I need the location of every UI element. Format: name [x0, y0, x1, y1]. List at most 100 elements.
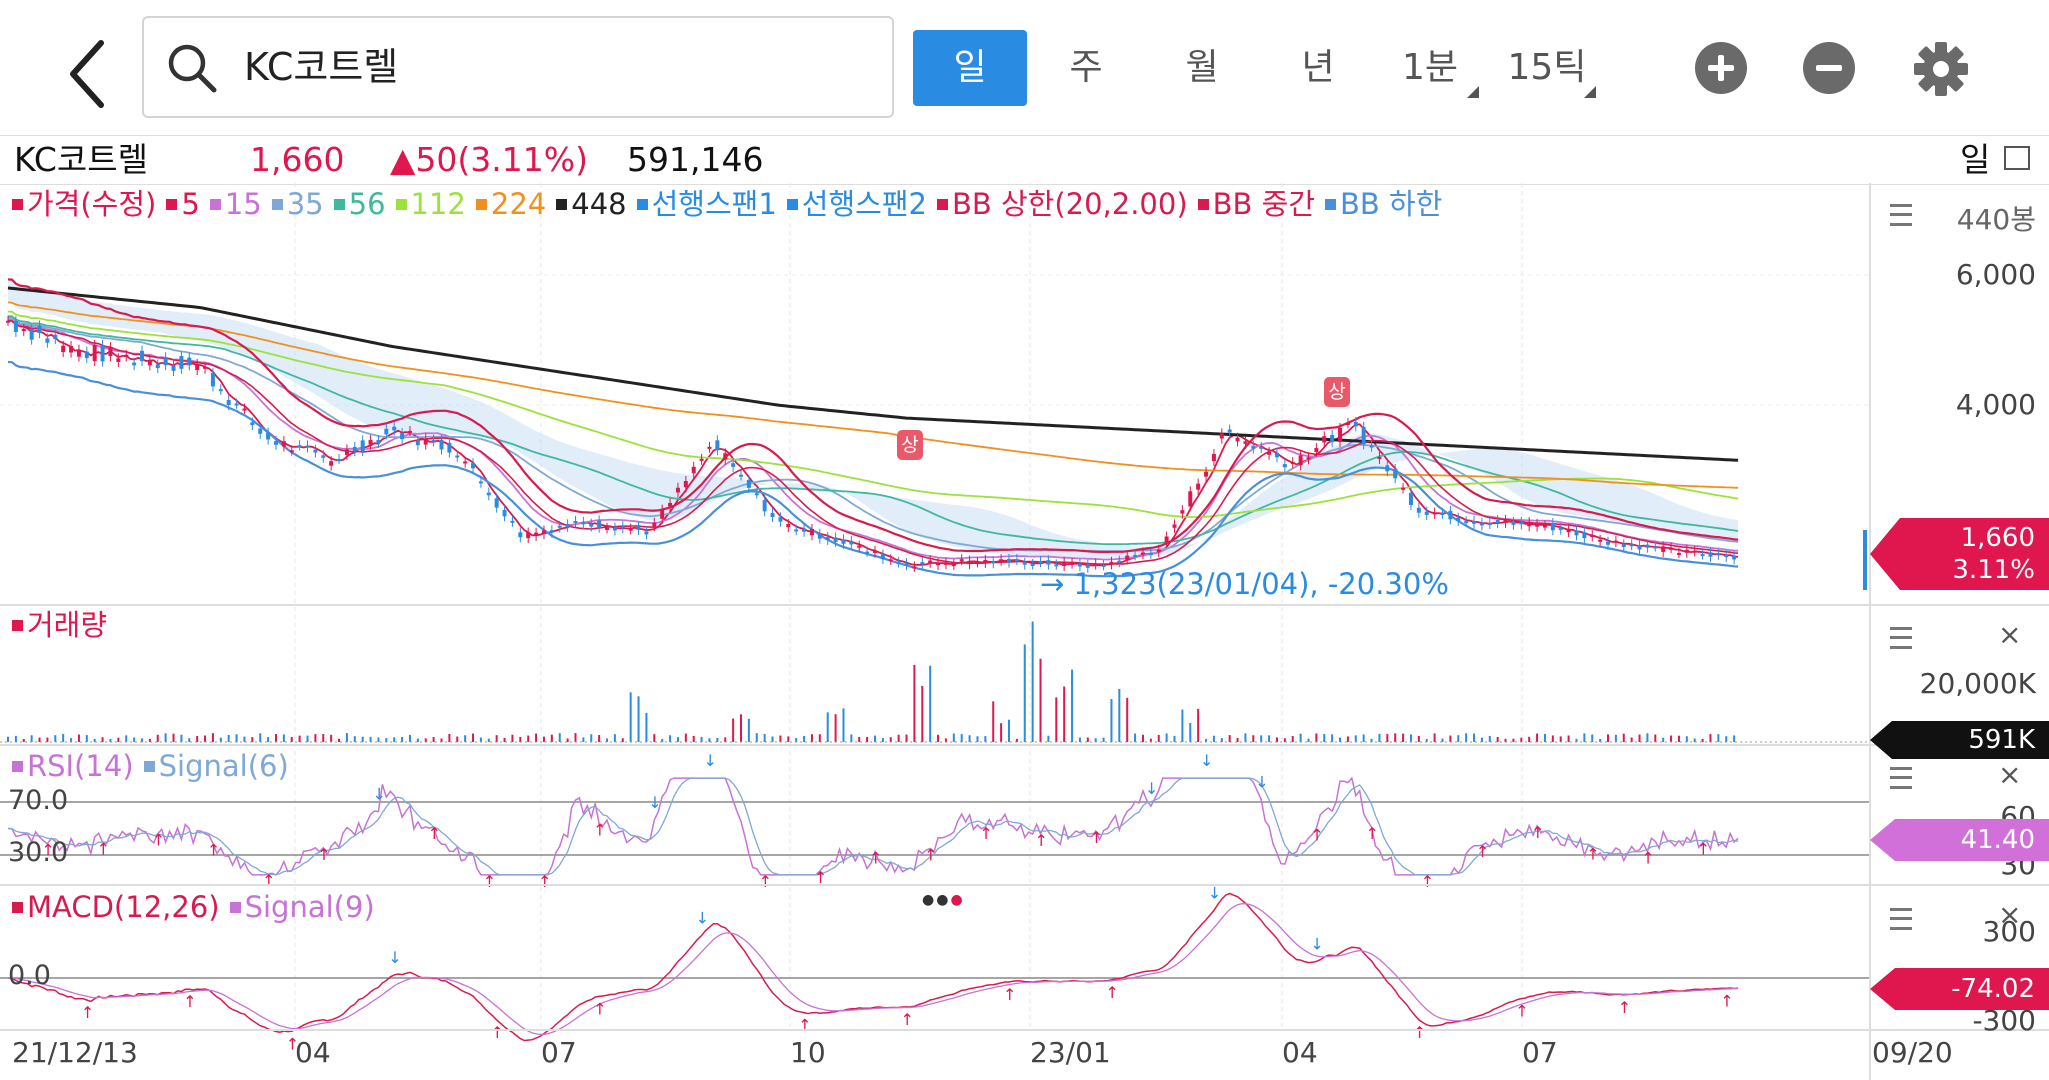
panel-menu-icon[interactable] — [1890, 204, 1912, 226]
candle-body — [1164, 536, 1169, 543]
back-icon[interactable] — [55, 35, 125, 113]
candle-body — [210, 373, 215, 387]
candle-body — [581, 521, 586, 525]
volume-bar — [550, 734, 553, 742]
candle-body — [1243, 441, 1248, 444]
buy-signal-arrow: ↑ — [152, 831, 165, 850]
volume-bar — [1386, 734, 1389, 742]
volume-bar — [858, 736, 861, 742]
tab-year[interactable]: 년 — [1301, 47, 1335, 88]
panel-menu-icon[interactable] — [1890, 767, 1912, 789]
volume-bar — [1346, 736, 1349, 742]
volume-bar — [1071, 669, 1074, 742]
volume-bar — [1205, 738, 1208, 742]
close-icon[interactable]: × — [1998, 618, 2022, 651]
candle-body — [691, 466, 696, 474]
sell-signal-arrow: ↓ — [1200, 751, 1213, 770]
volume-bar — [93, 738, 96, 742]
candle-body — [912, 566, 917, 569]
candle-body — [510, 520, 515, 523]
macd-zero-label: 0.0 — [8, 960, 51, 991]
tab-week[interactable]: 주 — [1069, 47, 1103, 88]
volume-bar — [345, 733, 348, 742]
volume-bar — [1157, 734, 1160, 742]
close-icon[interactable]: × — [1998, 898, 2022, 931]
volume-bar — [1488, 735, 1491, 742]
tab-month[interactable]: 월 — [1185, 47, 1219, 88]
price-legend-item: 35 — [271, 187, 324, 221]
volume-bar — [1173, 735, 1176, 742]
candle-body — [400, 433, 405, 440]
volume-bar — [629, 692, 632, 742]
candle-body — [1700, 554, 1705, 557]
volume-bar — [968, 735, 971, 742]
buy-signal-arrow: ↑ — [869, 849, 882, 868]
panel-resize-handle[interactable]: ●●● — [922, 892, 965, 908]
tab-minute[interactable]: 1분 — [1373, 30, 1487, 106]
chart-canvas[interactable]: ↑ ↑ ↑ ↑ ↑ ↑ ↓ ↑ ↑ ↑ ↑ ↓ ↓ ↑ ↑ ↑ ↑ ↑ ↑ ↑ ↓ ↓ ↓ ↑ ↑ ↑ ↑ ↑ ↑ ↑ ↑ ↑ ↑ ↑ ↓ ↑ ↑ ↓ ↑… — [0, 183, 2049, 1080]
candle-body — [857, 545, 862, 548]
candle-body — [991, 561, 996, 564]
volume-bar — [101, 737, 104, 742]
zoom-out-icon[interactable] — [1803, 42, 1855, 94]
panel-menu-icon[interactable] — [1890, 627, 1912, 649]
search-input[interactable]: KC코트렐 — [142, 16, 894, 118]
volume-bar — [558, 733, 561, 742]
volume-bar — [369, 736, 372, 742]
candle-body — [739, 474, 744, 477]
fullscreen-toggle-icon[interactable] — [2004, 146, 2030, 170]
sell-signal-arrow: ↓ — [1255, 772, 1268, 791]
volume-bar — [1473, 733, 1476, 742]
close-icon[interactable]: × — [1998, 758, 2022, 791]
panel-menu-icon[interactable] — [1890, 908, 1912, 930]
legend-swatch — [12, 199, 23, 210]
x-tick-label: 10 — [790, 1036, 826, 1069]
candle-body — [1282, 464, 1287, 468]
volume-bar — [960, 734, 963, 742]
volume-bar — [456, 736, 459, 742]
candle-body — [1503, 519, 1508, 523]
volume-bar — [527, 735, 530, 742]
candle-body — [1046, 560, 1051, 565]
candle-body — [195, 363, 200, 371]
volume-bar — [77, 734, 80, 742]
candle-body — [1645, 544, 1650, 548]
volume-bar — [14, 735, 17, 742]
volume-bar — [740, 714, 743, 742]
volume-bar — [156, 734, 159, 742]
tab-day[interactable]: 일 — [913, 30, 1027, 106]
volume-bar — [732, 718, 735, 742]
volume-bar — [937, 734, 940, 742]
price-tag-pct: 3.11% — [1952, 555, 2035, 585]
price-legend-item: 56 — [333, 187, 386, 221]
candle-body — [817, 533, 822, 539]
volume-bar — [385, 738, 388, 742]
rsi-legend: RSI(14) Signal(6) — [12, 748, 299, 784]
tab-tick[interactable]: 15틱 — [1490, 30, 1604, 106]
candle-body — [660, 509, 665, 519]
volume-bar — [1591, 734, 1594, 742]
sell-signal-arrow: ↓ — [696, 908, 709, 927]
zoom-in-icon[interactable] — [1695, 42, 1747, 94]
candle-body — [1629, 544, 1634, 547]
x-axis-end-date: 09/20 — [1872, 1036, 1953, 1069]
buy-signal-arrow: ↑ — [1090, 828, 1103, 847]
volume-bar — [1496, 736, 1499, 742]
volume-bar — [850, 734, 853, 742]
volume-bar — [590, 734, 593, 742]
candle-body — [53, 334, 58, 340]
macd-legend: MACD(12,26) Signal(9) — [12, 889, 385, 925]
volume-bar — [1118, 688, 1121, 742]
volume-bar — [408, 734, 411, 742]
volume-bar — [180, 734, 183, 742]
volume-bar — [211, 733, 214, 742]
candle-body — [699, 458, 704, 461]
candle-body — [762, 500, 767, 512]
candle-body — [1188, 491, 1193, 507]
sell-signal-arrow: ↓ — [372, 785, 385, 804]
candle-body — [549, 530, 554, 533]
gear-icon[interactable] — [1910, 38, 1972, 100]
candle-body — [896, 562, 901, 565]
candle-body — [1306, 457, 1311, 460]
price-legend-item: 선행스팬1 — [636, 187, 777, 221]
